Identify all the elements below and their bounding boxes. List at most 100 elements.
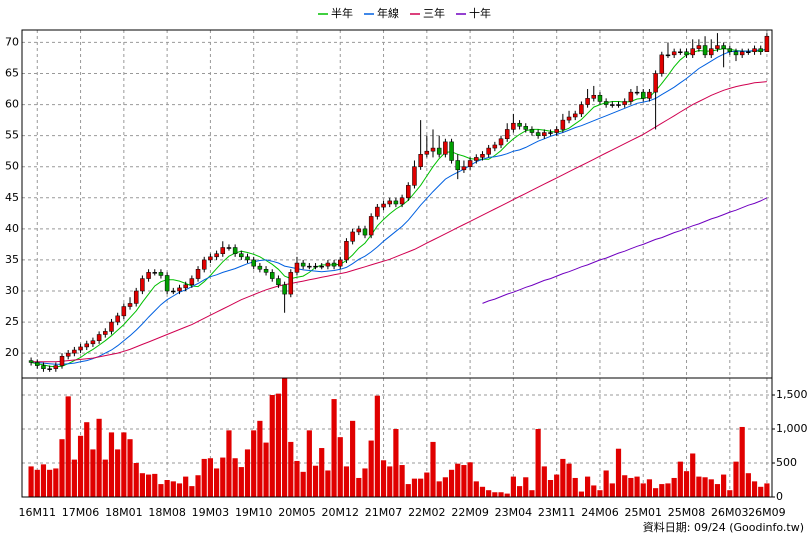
volume-bar xyxy=(90,449,96,497)
candle-body xyxy=(474,157,479,161)
moving-average-line xyxy=(482,197,768,304)
candle-body xyxy=(752,48,757,52)
volume-bar xyxy=(721,474,727,497)
candle-body xyxy=(344,241,349,261)
candle-body xyxy=(443,141,448,155)
volume-bar xyxy=(665,483,671,497)
volume-bar xyxy=(139,473,145,497)
candle-body xyxy=(647,91,652,99)
y-tick-label: 60 xyxy=(5,98,19,111)
volume-bar xyxy=(535,429,541,497)
candle-body xyxy=(338,259,343,267)
volume-bar xyxy=(523,477,529,497)
candle-body xyxy=(659,54,665,74)
candle-body xyxy=(461,166,467,171)
volume-bar xyxy=(380,460,387,497)
y-tick-label: 35 xyxy=(5,253,19,266)
y-tick-label: 55 xyxy=(5,129,19,142)
volume-bar xyxy=(628,477,634,497)
candle-body xyxy=(133,290,139,304)
candle-body xyxy=(152,272,158,274)
volume-bar xyxy=(504,493,510,497)
candle-body xyxy=(381,203,386,208)
volume-bar xyxy=(158,484,164,497)
volume-bar xyxy=(152,473,158,497)
candle-body xyxy=(140,278,145,292)
volume-bar xyxy=(213,468,220,497)
volume-bar xyxy=(566,463,572,497)
x-tick-label: 26M03 xyxy=(711,506,749,519)
candle-body xyxy=(721,45,726,49)
candle-body xyxy=(715,45,720,49)
plot-frame xyxy=(21,29,773,498)
volume-bar xyxy=(133,463,139,497)
x-tick-label: 18M08 xyxy=(148,506,186,519)
candle-body xyxy=(739,51,745,56)
x-tick-label: 20M12 xyxy=(322,506,360,519)
volume-bar xyxy=(461,465,467,497)
candle-body xyxy=(226,247,232,249)
volume-bar xyxy=(745,473,751,497)
legend-label: 年線 xyxy=(377,6,399,20)
volume-bar xyxy=(164,480,170,497)
candle-body xyxy=(579,104,584,115)
candle-body xyxy=(387,200,392,205)
volume-bar xyxy=(560,458,566,497)
volume-bar xyxy=(591,485,597,497)
volume-bar xyxy=(393,429,399,497)
x-tick-label: 24M06 xyxy=(581,506,619,519)
candle-body xyxy=(325,262,331,267)
candle-body xyxy=(331,262,337,267)
volume-bar xyxy=(244,449,251,497)
volume-bar xyxy=(77,435,84,497)
candle-body xyxy=(455,160,460,171)
volume-bar xyxy=(473,481,479,497)
y-tick-label: 40 xyxy=(5,222,19,235)
volume-bar xyxy=(448,469,455,497)
volume-bar xyxy=(578,491,585,497)
candle-body xyxy=(480,154,485,158)
volume-bar xyxy=(356,477,362,497)
candle-body xyxy=(307,265,312,268)
candle-body xyxy=(758,48,763,52)
candle-body xyxy=(239,253,244,258)
volume-bar xyxy=(615,448,622,497)
volume-bar xyxy=(411,478,418,497)
candle-body xyxy=(35,362,40,366)
volume-bar xyxy=(331,399,337,497)
candle-body xyxy=(523,126,529,130)
x-tick-label: 21M07 xyxy=(365,506,403,519)
candle-body xyxy=(84,343,89,348)
x-tick-label: 23M11 xyxy=(538,506,576,519)
volume-bar xyxy=(640,483,646,497)
volume-bar xyxy=(226,430,232,497)
volume-bar xyxy=(733,461,739,497)
candle-body xyxy=(690,48,695,56)
volume-bar xyxy=(708,479,714,497)
volume-bar xyxy=(288,441,294,497)
x-tick-label: 17M06 xyxy=(62,506,100,519)
candle-body xyxy=(146,272,151,279)
volume-bar xyxy=(603,470,609,497)
x-tick-label: 26M09 xyxy=(748,506,786,519)
volume-bar xyxy=(486,490,492,497)
volume-bar xyxy=(294,460,300,497)
candle-body xyxy=(115,315,120,323)
candle-body xyxy=(430,147,436,152)
candle-body xyxy=(572,113,578,118)
volume-bar xyxy=(71,459,77,497)
volume-bar xyxy=(269,395,275,497)
volume-bar xyxy=(622,475,628,497)
candle-body xyxy=(628,91,634,102)
volume-bar xyxy=(634,476,640,497)
volume-bar xyxy=(547,480,554,497)
volume-bar xyxy=(516,486,523,497)
candle-body xyxy=(189,278,195,286)
volume-bar xyxy=(387,466,393,497)
volume-bar xyxy=(170,481,176,497)
volume-bar xyxy=(677,461,683,497)
candle-body xyxy=(406,185,411,199)
volume-bar xyxy=(374,395,380,497)
volume-bar xyxy=(671,477,677,497)
x-tick-label: 19M10 xyxy=(235,506,273,519)
